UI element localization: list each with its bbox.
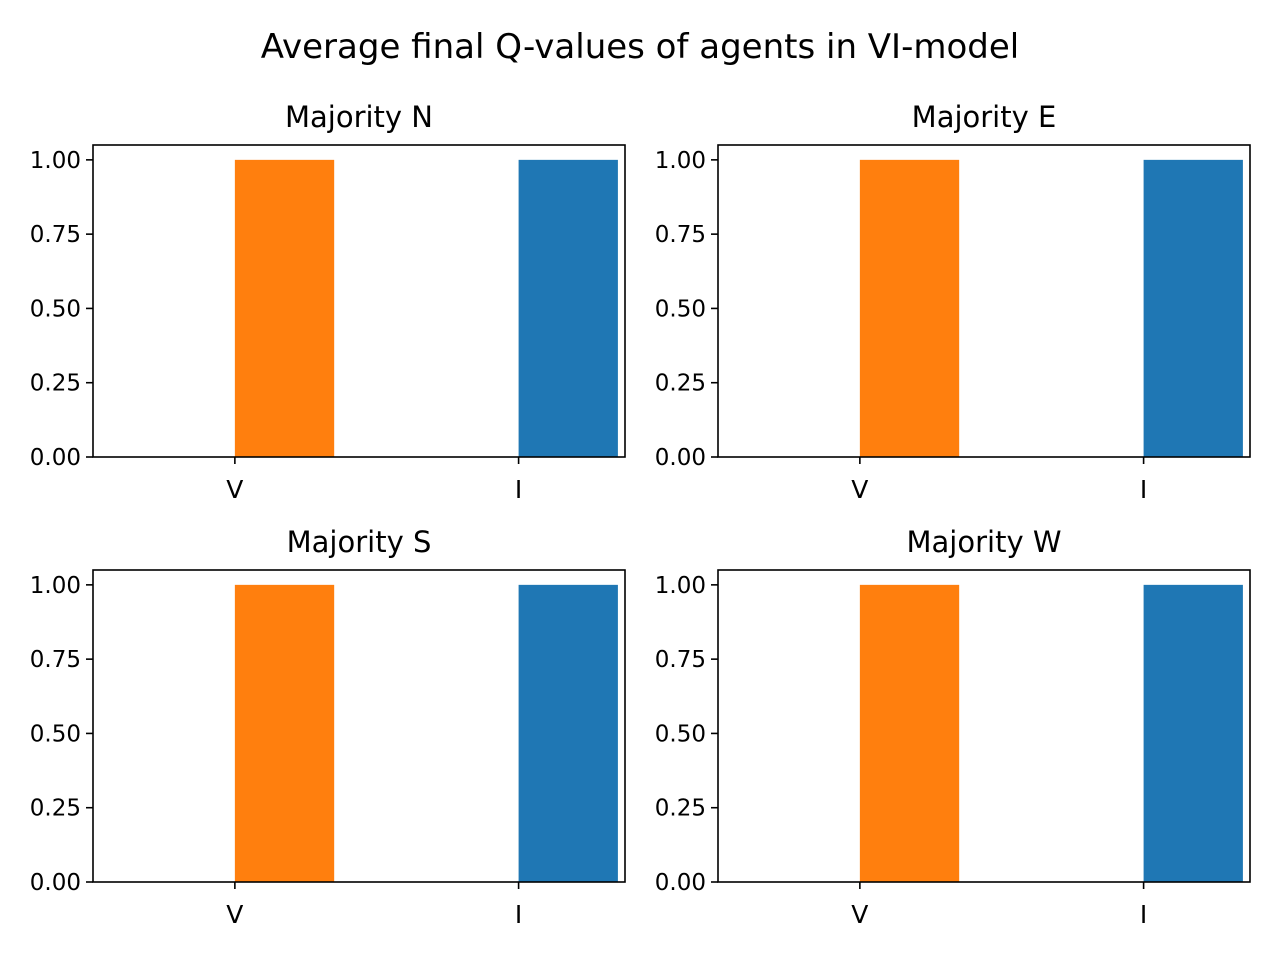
subplot-title: Majority N	[285, 100, 433, 134]
y-tick-label: 0.00	[30, 870, 81, 896]
subplot-bottom-left: Majority S 0.00 0.25 0.50 0.75 1.00 V I	[30, 525, 626, 929]
y-tick-label: 0.75	[655, 647, 706, 673]
y-tick-label: 0.25	[30, 371, 81, 397]
x-tick-label: V	[226, 475, 243, 504]
y-tick-label: 0.25	[655, 796, 706, 822]
subplots-grid: Majority N0.000.250.500.751.00V IMajority…	[30, 100, 1251, 929]
subplot-title: Majority W	[907, 525, 1062, 559]
bar-v	[234, 159, 335, 457]
x-tick-label: V	[851, 475, 868, 504]
x-tick-label: I	[515, 900, 522, 929]
y-tick-label: 0.75	[655, 222, 706, 248]
x-tick-label: V	[226, 900, 243, 929]
subplot-title: Majority E	[912, 100, 1057, 134]
y-tick-label: 0.25	[655, 371, 706, 397]
y-tick-label: 0.25	[30, 796, 81, 822]
axes-frame	[717, 144, 1251, 458]
y-tick-label: 0.50	[655, 296, 706, 322]
y-tick-label: 0.75	[30, 222, 81, 248]
bar-v	[234, 584, 335, 882]
subplot-title: Majority S	[287, 525, 432, 559]
x-tick-label: I	[1140, 475, 1147, 504]
y-tick-label: 0.00	[655, 445, 706, 471]
bar-i	[518, 159, 618, 457]
bar-i	[1143, 584, 1243, 882]
subplot-bottom-right: Majority W 0.00 0.25 0.50 0.75 1.00 V I	[655, 525, 1251, 929]
y-tick-label: 0.00	[655, 870, 706, 896]
y-tick-label: 1.00	[655, 148, 706, 174]
y-tick-label: 1.00	[655, 573, 706, 599]
subplot-top-right: Majority E 0.00 0.25 0.50 0.75 1.00 V I	[655, 100, 1251, 504]
y-tick-label: 0.50	[30, 721, 81, 747]
y-tick-label: 1.00	[30, 148, 81, 174]
bar-v	[859, 584, 960, 882]
x-tick-label: V	[851, 900, 868, 929]
bar-i	[1143, 159, 1243, 457]
y-tick-label: 1.00	[30, 573, 81, 599]
y-tick-label: 0.75	[30, 647, 81, 673]
y-tick-label: 0.50	[655, 721, 706, 747]
axes-frame	[717, 569, 1251, 883]
bar-i	[518, 584, 618, 882]
axes-frame	[92, 569, 626, 883]
axes-frame	[92, 144, 626, 458]
bar-v	[859, 159, 960, 457]
x-tick-label: I	[1140, 900, 1147, 929]
subplot-top-left: Majority N 0.00 0.25 0.50 0.75 1.00 V I	[30, 100, 626, 504]
x-tick-label: I	[515, 475, 522, 504]
y-tick-label: 0.00	[30, 445, 81, 471]
y-tick-label: 0.50	[30, 296, 81, 322]
figure-title: Average final Q-values of agents in VI-m…	[261, 27, 1019, 67]
